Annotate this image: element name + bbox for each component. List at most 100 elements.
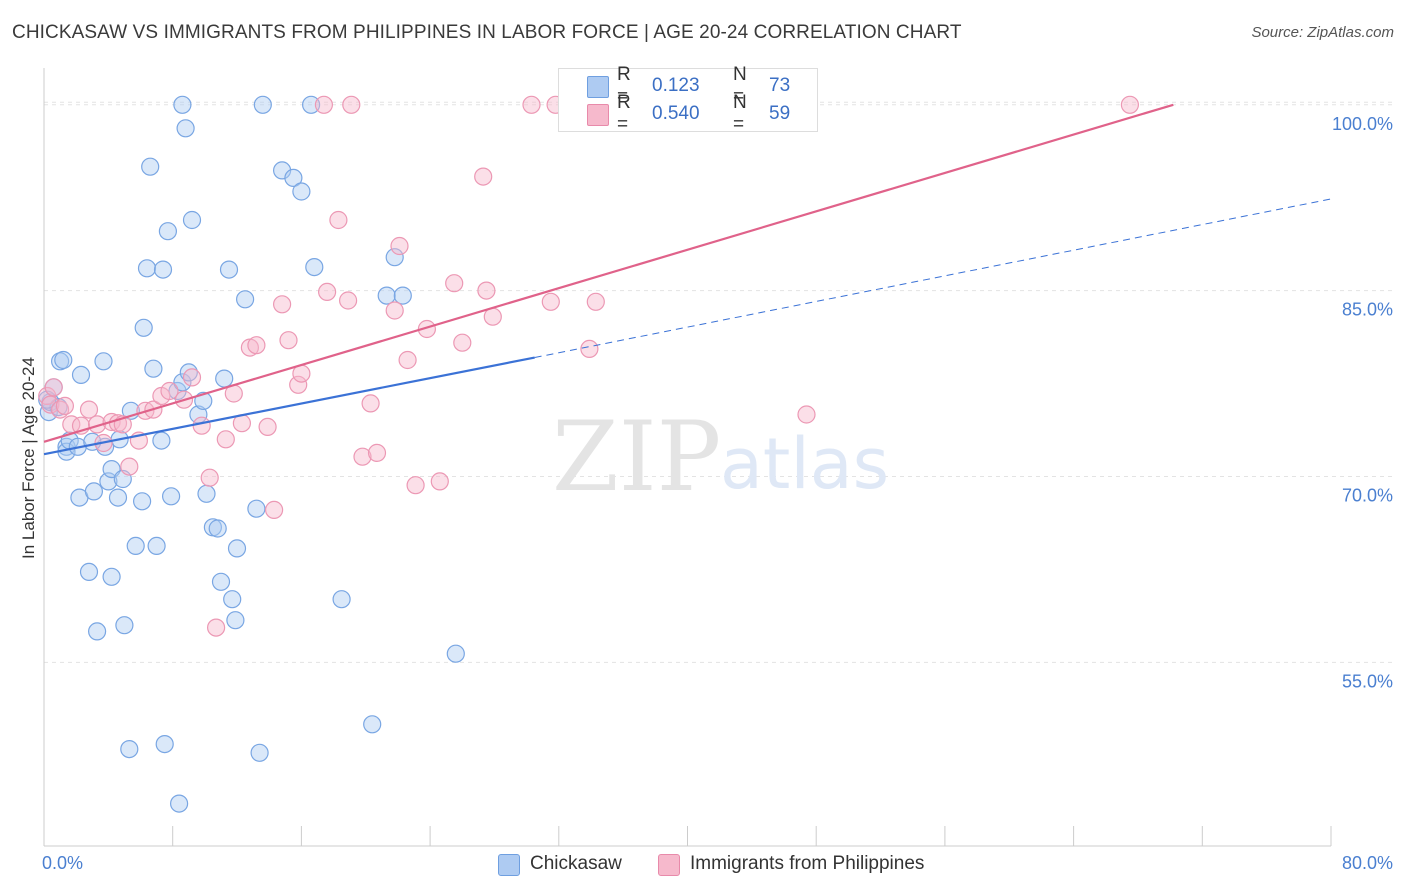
philippines-point — [474, 167, 493, 186]
philippines-point — [79, 400, 99, 419]
chickasaw-point — [385, 248, 404, 267]
chickasaw-point — [158, 222, 177, 241]
axes — [43, 68, 1332, 847]
correlation-legend: R = 0.123 N = 73 R = 0.540 N = 59 — [558, 64, 818, 135]
chickasaw-point — [292, 182, 311, 201]
chickasaw-point — [84, 482, 104, 501]
philippines-point — [385, 301, 404, 320]
philippines-point — [445, 274, 464, 293]
chickasaw-point — [227, 539, 247, 558]
chickasaw-point — [182, 210, 202, 230]
chickasaw-point — [115, 616, 134, 635]
legend-n-value: 73 — [769, 75, 791, 96]
chickasaw-point — [250, 743, 269, 762]
chickasaw-point — [133, 492, 152, 511]
chickasaw-point — [215, 369, 234, 388]
legend-n-value: 59 — [769, 103, 791, 124]
philippines-point — [160, 381, 179, 401]
philippines-point — [41, 395, 60, 414]
chickasaw-point — [79, 562, 99, 582]
chickasaw-point — [137, 259, 157, 278]
chickasaw-point — [197, 484, 216, 503]
chickasaw-point — [236, 290, 255, 309]
philippines-point — [216, 430, 235, 449]
philippines-point — [207, 618, 226, 637]
philippines-point — [353, 447, 372, 466]
chickasaw-point — [211, 572, 231, 591]
philippines-point — [55, 396, 75, 415]
trend-lines — [43, 103, 1332, 456]
chickasaw-point — [302, 95, 321, 114]
legend-label-philippines: Immigrants from Philippines — [690, 853, 925, 874]
philippines-point — [329, 210, 348, 230]
watermark-atlas: atlas — [720, 423, 889, 505]
chickasaw-point — [144, 359, 163, 378]
philippines-point — [390, 236, 409, 256]
chickasaw-point — [179, 363, 198, 382]
series-legend: Chickasaw Immigrants from Philippines — [0, 851, 1406, 879]
legend-label-chickasaw: Chickasaw — [530, 853, 622, 874]
y-axis-label: In Labor Force | Age 20-24 — [19, 357, 38, 559]
chickasaw-point — [141, 157, 160, 176]
chickasaw-point — [102, 567, 121, 586]
philippines-point — [430, 472, 449, 491]
philippines-point — [541, 292, 560, 311]
chickasaw-point — [54, 350, 73, 370]
philippines-point — [797, 405, 816, 424]
philippines-point — [453, 333, 472, 352]
y-tick-label: 55.0% — [1342, 671, 1393, 691]
philippines-point — [182, 368, 202, 387]
chickasaw-point — [253, 95, 272, 114]
chickasaw-point — [223, 590, 242, 609]
chickasaw-point — [147, 536, 166, 556]
series-chickasaw-points — [38, 95, 465, 813]
philippines-point — [192, 416, 211, 435]
chickasaw-point — [363, 715, 382, 734]
chickasaw-point — [247, 499, 266, 518]
chickasaw-point — [176, 119, 195, 138]
chickasaw-point — [219, 260, 239, 279]
philippines-point — [314, 95, 333, 114]
legend-r-value: 0.123 — [652, 75, 700, 96]
chickasaw-point — [446, 644, 465, 663]
chickasaw-point — [162, 487, 181, 506]
chickasaw-point — [173, 95, 192, 114]
chickasaw-trend-extension — [534, 198, 1332, 359]
chickasaw-point — [332, 590, 351, 609]
philippines-point — [367, 443, 387, 462]
philippines-point — [200, 468, 219, 487]
y-tick-labels: 55.0% 70.0% 85.0% 100.0% — [1332, 114, 1393, 692]
watermark-zip: ZIP — [552, 401, 721, 513]
philippines-point — [398, 350, 417, 370]
philippines-point — [477, 281, 496, 300]
philippines-point — [580, 339, 599, 358]
philippines-point — [265, 500, 284, 519]
chickasaw-point — [87, 622, 107, 641]
chickasaw-point — [153, 260, 173, 279]
chickasaw-point — [377, 286, 396, 305]
source-credit: Source: ZipAtlas.com — [1251, 24, 1394, 41]
philippines-point — [44, 378, 63, 397]
philippines-point — [120, 457, 139, 476]
chickasaw-point — [120, 739, 139, 759]
philippines-point — [586, 292, 605, 311]
chickasaw-point — [305, 258, 324, 277]
legend-r-label: R = — [617, 64, 631, 107]
chickasaw-trend-line — [43, 356, 535, 456]
philippines-point — [1120, 95, 1140, 114]
chickasaw-swatch-icon — [587, 76, 609, 98]
philippines-point — [279, 331, 298, 350]
philippines-point — [318, 282, 337, 301]
y-tick-label: 70.0% — [1342, 485, 1393, 505]
philippines-point — [247, 336, 266, 355]
philippines-point — [342, 95, 361, 114]
philippines-point — [289, 375, 308, 394]
chart-title: CHICKASAW VS IMMIGRANTS FROM PHILIPPINES… — [12, 22, 962, 43]
x-tick-label-max: 80.0% — [1342, 853, 1393, 873]
philippines-point — [406, 476, 425, 495]
chickasaw-point — [152, 431, 171, 450]
chickasaw-legend-icon — [498, 854, 520, 876]
legend-n-label: N = — [733, 64, 747, 107]
philippines-point — [361, 394, 380, 413]
legend-r-value: 0.540 — [652, 103, 700, 124]
